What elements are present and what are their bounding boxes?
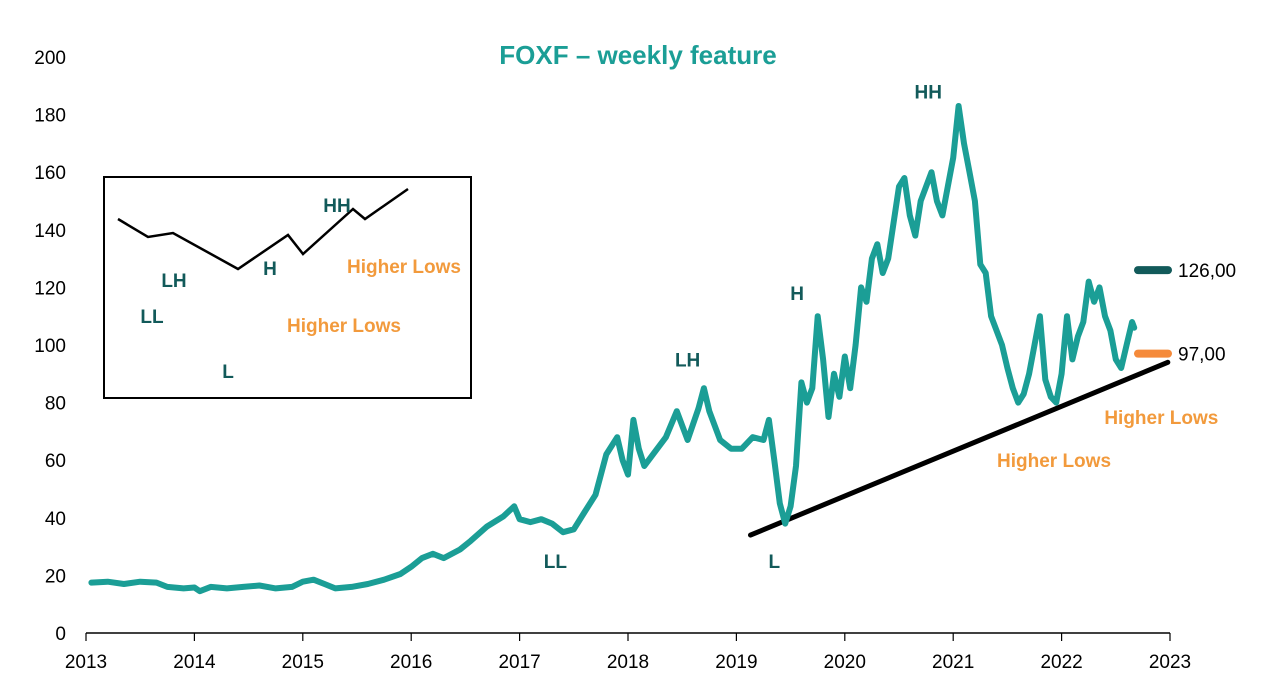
x-tick-label: 2017 (498, 652, 540, 673)
inset-label: Higher Lows (347, 257, 461, 278)
inset-label: H (263, 259, 277, 280)
y-tick-label: 180 (34, 106, 66, 127)
y-tick-label: 80 (45, 394, 66, 415)
x-tick-label: 2016 (390, 652, 432, 673)
annotation-label: Higher Lows (1104, 408, 1218, 429)
x-tick-label: 2019 (715, 652, 757, 673)
y-tick-label: 120 (34, 278, 66, 299)
annotation-label: LH (675, 350, 700, 371)
annotation-label: L (769, 552, 781, 573)
x-tick-label: 2022 (1040, 652, 1082, 673)
x-tick-label: 2015 (282, 652, 324, 673)
y-tick-label: 100 (34, 336, 66, 357)
level-label: 126,00 (1178, 261, 1236, 282)
x-tick-label: 2020 (824, 652, 866, 673)
x-axis-ticks: 2013 2014 2015 2016 2017 2018 2019 2020 2021 2022… (65, 633, 1191, 673)
inset-label: LL (140, 307, 164, 328)
inset-label: LH (161, 271, 186, 292)
annotation-label: H (790, 284, 804, 305)
inset-frame (103, 176, 472, 399)
y-tick-label: 60 (45, 451, 66, 472)
y-tick-label: 140 (34, 221, 66, 242)
level-label: 97,00 (1178, 345, 1226, 366)
y-tick-label: 200 (34, 48, 66, 69)
chart-title: FOXF – weekly feature (499, 40, 776, 70)
annotation-label: LL (544, 552, 568, 573)
x-tick-label: 2023 (1149, 652, 1191, 673)
x-tick-label: 2018 (607, 652, 649, 673)
y-tick-label: 20 (45, 566, 66, 587)
x-tick-label: 2014 (173, 652, 216, 673)
price-series-line (88, 103, 1138, 595)
x-tick-label: 2013 (65, 652, 107, 673)
trend-line (747, 359, 1171, 538)
y-axis-ticks: 0 20 40 60 80 100 120 140 160 180 200 (34, 48, 66, 645)
annotation-label: Higher Lows (997, 451, 1111, 472)
inset-label: HH (323, 196, 350, 217)
inset-label: Higher Lows (287, 316, 401, 337)
annotation-label: HH (915, 83, 942, 104)
x-tick-label: 2021 (932, 652, 974, 673)
inset-zigzag-line (117, 187, 409, 271)
inset-label: L (222, 362, 234, 383)
y-tick-label: 160 (34, 163, 66, 184)
price-levels: 126,00 97,00 (1134, 261, 1236, 366)
y-tick-label: 0 (55, 624, 66, 645)
y-tick-label: 40 (45, 509, 66, 530)
